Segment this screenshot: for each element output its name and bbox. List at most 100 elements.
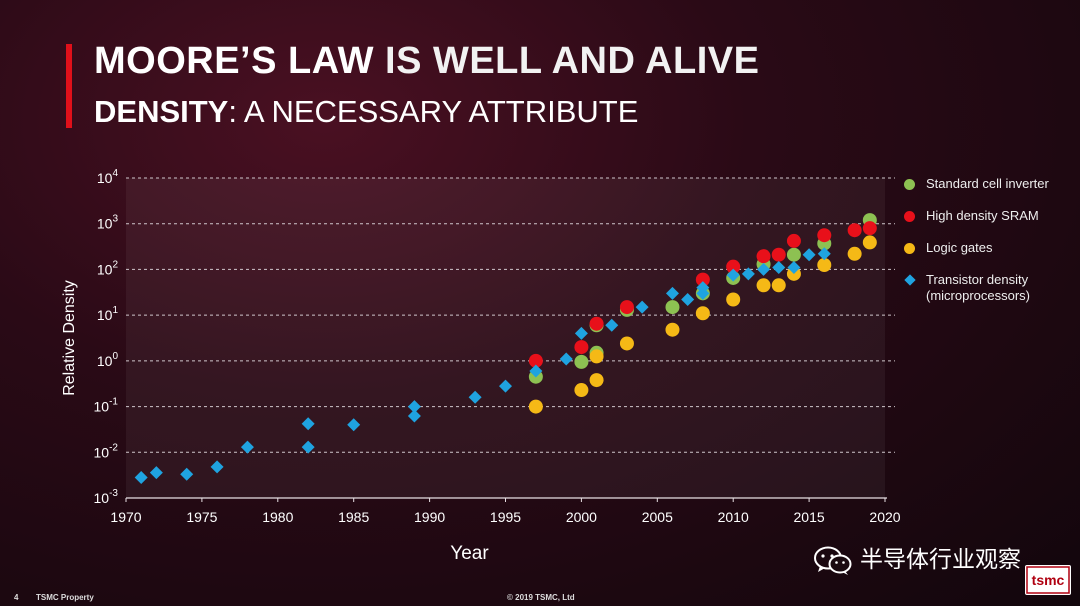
legend-item: High density SRAM <box>904 208 1074 224</box>
data-point-transistor <box>696 281 710 295</box>
accent-bar <box>66 44 72 128</box>
data-point-transistor <box>180 467 194 481</box>
footer-center: © 2019 TSMC, Ltd <box>507 593 575 602</box>
y-tick-exponent: 2 <box>112 259 118 270</box>
tsmc-logo-text: tsmc <box>1032 572 1065 588</box>
data-point-transistor <box>559 352 573 366</box>
data-point-logic <box>726 292 741 307</box>
legend-label: Standard cell inverter <box>926 176 1049 191</box>
y-tick-label: 10-1 <box>94 397 119 415</box>
data-point-transistor <box>681 292 695 306</box>
data-point-transistor <box>407 400 421 414</box>
x-tick-label: 1980 <box>262 509 293 525</box>
data-point-transistor <box>787 261 801 275</box>
legend-circle-icon <box>904 243 915 254</box>
data-point-sram <box>574 340 589 355</box>
watermark: 半导体行业观察 <box>814 540 1021 576</box>
data-point-sram <box>528 353 543 368</box>
data-point-transistor <box>726 268 740 282</box>
legend-label: High density SRAM <box>926 208 1039 223</box>
plot-area <box>126 178 885 498</box>
x-tick-label: 1990 <box>414 509 445 525</box>
y-tick-label: 10-3 <box>94 488 119 506</box>
footer-left: TSMC Property <box>36 593 94 602</box>
y-tick-base: 10 <box>94 444 110 460</box>
y-tick-label: 10-2 <box>94 442 119 460</box>
watermark-text: 半导体行业观察 <box>860 546 1021 572</box>
data-point-sram <box>619 300 634 315</box>
data-point-transistor <box>240 440 254 454</box>
x-tick-label: 2000 <box>566 509 597 525</box>
data-point-transistor <box>802 248 816 262</box>
data-point-logic <box>695 306 710 321</box>
data-point-transistor <box>529 364 543 378</box>
data-point-logic <box>619 336 634 351</box>
data-point-inverter <box>665 300 680 315</box>
data-point-transistor <box>605 318 619 332</box>
y-tick-label: 101 <box>97 305 119 323</box>
data-point-sram <box>847 223 862 238</box>
data-point-transistor <box>407 409 421 423</box>
wechat-icon <box>814 546 852 575</box>
data-point-sram <box>786 233 801 248</box>
data-point-logic <box>862 235 877 250</box>
page-number: 4 <box>14 593 19 602</box>
data-point-logic <box>817 257 832 272</box>
x-tick-label: 1970 <box>110 509 141 525</box>
y-tick-base: 10 <box>97 170 113 186</box>
data-point-sram <box>756 249 771 264</box>
legend-label: Logic gates <box>926 240 993 255</box>
data-point-sram <box>695 272 710 287</box>
data-point-sram <box>817 228 832 243</box>
data-point-logic <box>589 373 604 388</box>
data-point-logic <box>574 383 589 398</box>
data-point-transistor <box>635 300 649 314</box>
data-point-transistor <box>574 326 588 340</box>
data-point-sram <box>862 221 877 236</box>
x-tick-label: 2005 <box>642 509 673 525</box>
data-point-transistor <box>757 262 771 276</box>
data-point-logic <box>756 278 771 293</box>
y-tick-exponent: 3 <box>112 214 118 225</box>
legend-label: Transistor density (microprocessors) <box>926 272 1031 303</box>
y-tick-base: 10 <box>94 490 110 506</box>
legend-diamond-icon <box>904 274 916 286</box>
data-point-transistor <box>301 440 315 454</box>
data-point-transistor <box>210 460 224 474</box>
data-point-logic <box>589 349 604 364</box>
data-point-transistor <box>772 261 786 275</box>
x-tick-label: 2015 <box>794 509 825 525</box>
y-tick-exponent: 1 <box>112 305 118 316</box>
title-bold: MOORE’S LAW <box>94 40 374 82</box>
legend-circle-icon <box>904 179 915 190</box>
data-point-logic <box>528 399 543 414</box>
data-point-sram <box>726 259 741 274</box>
y-tick-base: 10 <box>97 261 113 277</box>
tsmc-logo: tsmc <box>1025 565 1071 595</box>
subtitle-rest: : A NECESSARY ATTRIBUTE <box>228 94 639 129</box>
x-axis-label: Year <box>450 543 489 564</box>
slide-subtitle: DENSITY: A NECESSARY ATTRIBUTE <box>94 94 638 130</box>
data-point-transistor <box>468 390 482 404</box>
data-point-inverter <box>786 247 801 262</box>
y-tick-exponent: 4 <box>112 168 118 179</box>
x-tick-label: 1975 <box>186 509 217 525</box>
x-tick-label: 1995 <box>490 509 521 525</box>
data-point-transistor <box>499 379 512 393</box>
x-tick-label: 1985 <box>338 509 369 525</box>
legend-item: Standard cell inverter <box>904 176 1074 192</box>
legend-item: Logic gates <box>904 240 1074 256</box>
x-tick-label: 2010 <box>718 509 749 525</box>
data-point-sram <box>589 316 604 331</box>
data-point-transistor <box>741 267 755 281</box>
subtitle-bold: DENSITY <box>94 94 229 129</box>
data-point-transistor <box>134 471 148 485</box>
legend-item: Transistor density (microprocessors) <box>904 272 1074 304</box>
y-tick-exponent: -2 <box>109 442 118 453</box>
data-point-logic <box>771 278 786 293</box>
title-rest: IS WELL AND ALIVE <box>373 40 760 82</box>
chart-legend: Standard cell inverter High density SRAM L… <box>904 176 1074 320</box>
y-axis-label: Relative Density <box>61 280 78 396</box>
y-tick-exponent: -1 <box>109 397 118 408</box>
